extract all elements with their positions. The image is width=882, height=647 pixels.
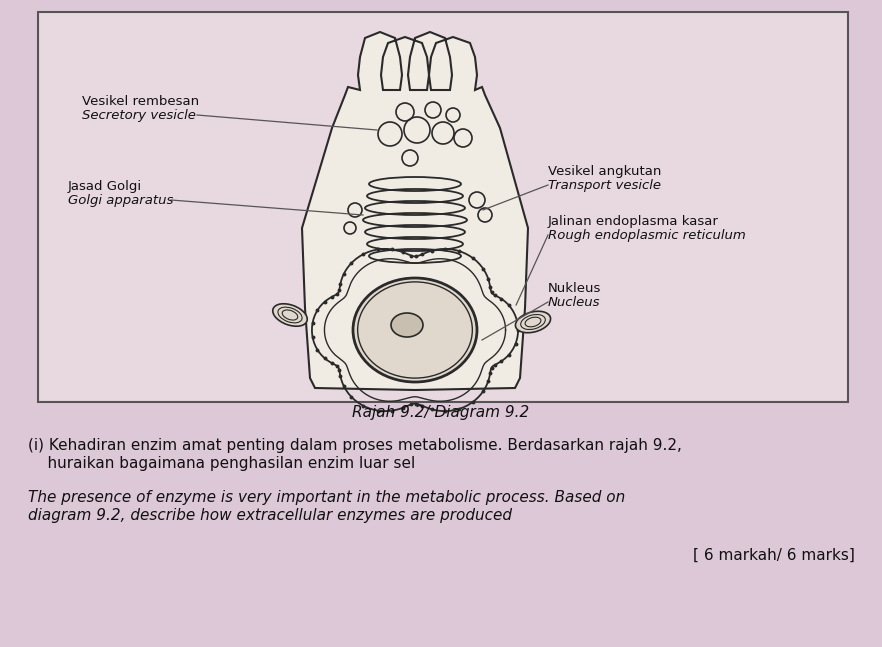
Text: Secretory vesicle: Secretory vesicle (82, 109, 196, 122)
Text: The presence of enzyme is very important in the metabolic process. Based on: The presence of enzyme is very important… (28, 490, 625, 505)
Ellipse shape (515, 311, 550, 333)
Text: Transport vesicle: Transport vesicle (548, 179, 661, 192)
Text: Vesikel angkutan: Vesikel angkutan (548, 165, 662, 178)
Text: Vesikel rembesan: Vesikel rembesan (82, 95, 199, 108)
Ellipse shape (391, 313, 423, 337)
Text: Jasad Golgi: Jasad Golgi (68, 180, 142, 193)
Ellipse shape (273, 303, 307, 326)
Text: Rough endoplasmic reticulum: Rough endoplasmic reticulum (548, 229, 746, 242)
Text: Nucleus: Nucleus (548, 296, 601, 309)
Text: diagram 9.2, describe how extracellular enzymes are produced: diagram 9.2, describe how extracellular … (28, 508, 512, 523)
Text: huraikan bagaimana penghasilan enzim luar sel: huraikan bagaimana penghasilan enzim lua… (28, 456, 415, 471)
Text: (i) Kehadiran enzim amat penting dalam proses metabolisme. Berdasarkan rajah 9.2: (i) Kehadiran enzim amat penting dalam p… (28, 438, 682, 453)
Text: Rajah 9.2/ Diagram 9.2: Rajah 9.2/ Diagram 9.2 (353, 404, 529, 419)
Polygon shape (302, 32, 528, 390)
Ellipse shape (353, 278, 477, 382)
Text: [ 6 markah/ 6 marks]: [ 6 markah/ 6 marks] (693, 548, 855, 563)
Text: Nukleus: Nukleus (548, 282, 602, 295)
FancyBboxPatch shape (38, 12, 848, 402)
Text: Jalinan endoplasma kasar: Jalinan endoplasma kasar (548, 215, 719, 228)
Text: Golgi apparatus: Golgi apparatus (68, 194, 174, 207)
